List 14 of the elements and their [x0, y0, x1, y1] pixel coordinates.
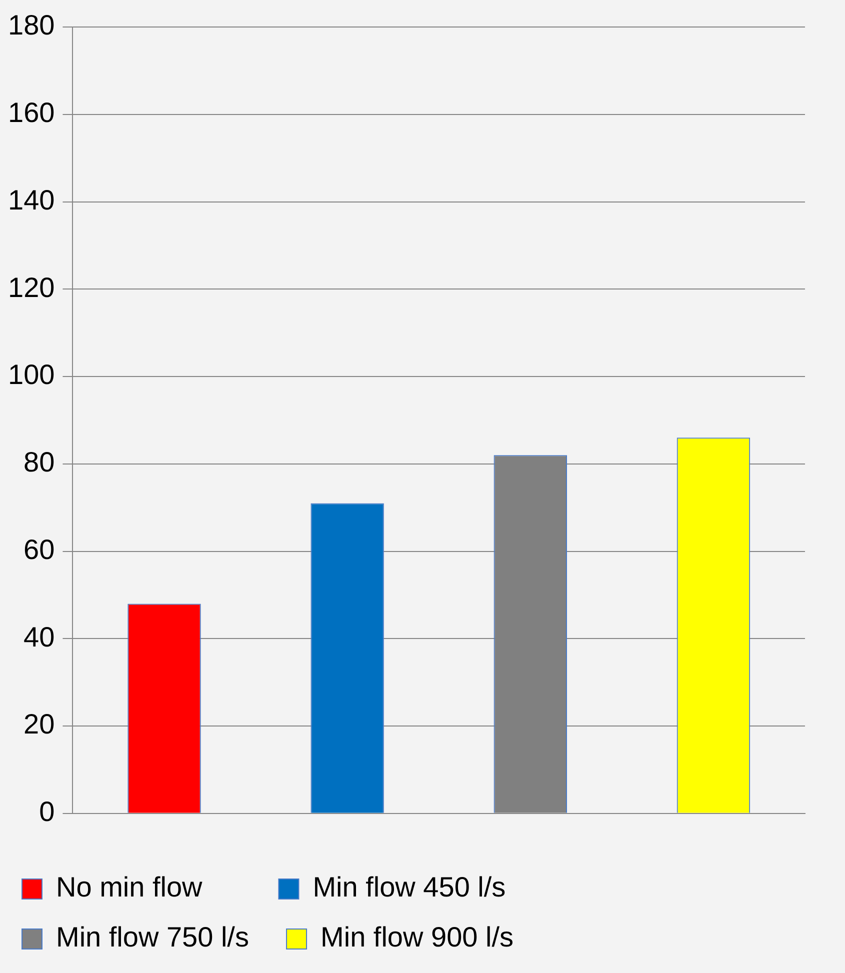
y-tick-label: 160 — [8, 97, 55, 128]
y-tick-label: 120 — [8, 272, 55, 303]
y-tick-label: 40 — [24, 621, 55, 652]
y-tick-label: 20 — [24, 708, 55, 740]
y-tick-label: 60 — [24, 534, 55, 565]
y-tick-label: 0 — [39, 796, 55, 828]
legend-label: No min flow — [56, 872, 257, 903]
y-tick-label: 180 — [8, 10, 55, 41]
legend-label: Min flow 750 l/s — [56, 922, 265, 953]
legend-label: Min flow 450 l/s — [312, 872, 522, 903]
legend-label: Min flow 900 l/s — [320, 922, 530, 953]
y-tick-label: 80 — [24, 446, 55, 478]
y-tick-label: 140 — [8, 184, 55, 216]
y-tick-label: 100 — [8, 359, 55, 390]
